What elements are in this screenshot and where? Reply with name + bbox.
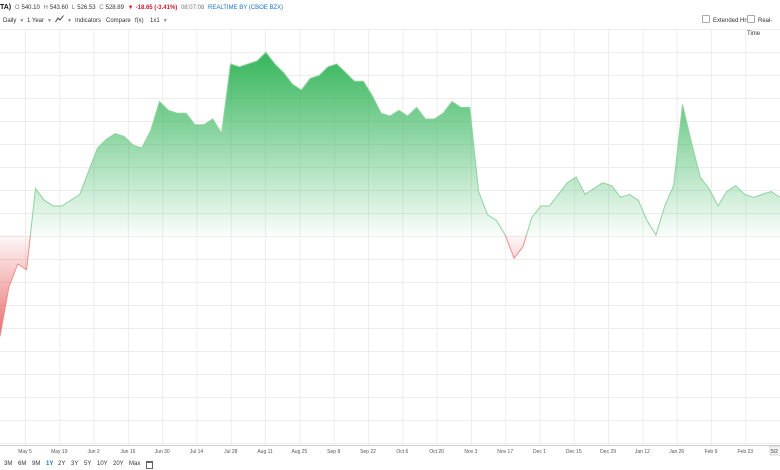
compare-button[interactable]: Compare [106,18,131,24]
down-arrow-icon: ▼ [127,5,134,11]
close-label: C [99,5,104,11]
x-tick-label: Jan 26 [669,449,684,455]
x-tick-label: Jul 14 [190,449,204,455]
real-time-toggle[interactable]: Real-Time [747,15,780,41]
real-time-label: Real-Time [747,18,773,37]
calendar-icon[interactable] [146,461,153,469]
range-9m[interactable]: 9M [32,461,41,467]
x-tick-label: Oct 6 [396,449,408,455]
price-chart[interactable]: May 5 May 19 Jun 2 Jun 16 Jun 30 Jul 14 Jul 28… [0,29,780,458]
line-chart-icon [55,15,64,23]
x-tick-label: Feb 23 [738,449,754,455]
open-value: 540.10 [21,5,40,11]
range-max[interactable]: Max [129,461,141,467]
last-date-box [769,445,780,456]
real-time-checkbox[interactable] [747,15,755,23]
open-label: O [14,5,20,11]
x-axis-labels: May 5 May 19 Jun 2 Jun 16 Jun 30 Jul 14 Jul 28… [18,449,753,455]
x-tick-label: Dec 1 [533,449,546,455]
chart-style-dropdown[interactable]: ▼ [55,15,72,28]
chevron-down-icon: ▼ [19,18,25,24]
last-date-label: 5/2 [771,449,778,455]
chevron-down-icon: ▼ [67,18,72,24]
x-tick-label: Jan 12 [635,449,650,455]
range-1y[interactable]: 1Y [46,461,54,467]
extended-hours-checkbox[interactable] [702,15,710,23]
range-2y[interactable]: 2Y [58,461,66,467]
change-value: -18.65 (-3.41%) [135,5,178,11]
x-tick-label: Feb 9 [705,449,718,455]
period-label: 1 Year [27,18,45,24]
range-6m[interactable]: 6M [18,461,27,467]
realtime-source[interactable]: REALTIME BY (CBOE BZX) [208,5,284,11]
x-tick-label: Dec 29 [600,449,616,455]
x-tick-label: Sep 22 [360,449,376,455]
extended-hours-toggle[interactable]: Extended Hrs [702,15,749,28]
extended-hours-label: Extended Hrs [713,18,750,24]
high-label: H [43,5,48,11]
interval-label: Daily [3,18,17,24]
x-tick-label: Jun 30 [155,449,170,455]
range-20y[interactable]: 20Y [113,461,124,467]
quote-time: 08:07:08 [180,5,205,11]
x-tick-label: Jun 2 [87,449,99,455]
x-tick-label: May 5 [18,449,32,455]
period-dropdown[interactable]: 1 Year ▼ [27,15,52,28]
interval-dropdown[interactable]: Daily ▼ [3,15,24,28]
x-tick-label: Aug 11 [257,449,273,455]
indicators-button[interactable]: Indicators [75,18,102,24]
chart-grid [0,29,780,446]
price-line-up [29,51,780,235]
chart-toolbar: Daily ▼ 1 Year ▼ ▼ Indicators Compare f(x)… [0,15,780,37]
function-button[interactable]: f(x) [135,18,144,24]
x-tick-label: Jul 28 [224,449,238,455]
chevron-down-icon: ▼ [47,18,52,24]
x-tick-label: Nov 3 [464,449,477,455]
chart-lines [0,51,780,337]
range-5y[interactable]: 5Y [84,461,92,467]
range-10y[interactable]: 10Y [97,461,108,467]
symbol: TA) [0,4,12,11]
x-tick-label: Aug 25 [291,449,307,455]
chevron-down-icon: ▼ [162,18,168,24]
area-above-baseline [0,52,780,235]
x-tick-label: Jun 16 [120,449,135,455]
close-value: 528.89 [105,5,124,11]
x-tick-label: May 19 [51,449,68,455]
x-tick-label: Oct 20 [429,449,444,455]
low-value: 526.53 [77,5,96,11]
high-value: 543.60 [49,5,69,11]
low-label: L [71,5,76,11]
chart-areas [0,52,780,337]
range-3m[interactable]: 3M [4,461,13,467]
x-tick-label: Dec 15 [566,449,582,455]
layout-label: 1x1 [150,18,160,24]
last-value-tag: 5/2 [769,445,780,456]
quote-bar: TA) O 540.10 H 543.60 L 526.53 C 528.89 ▼ -18… [0,1,285,15]
x-tick-label: Nov 17 [497,449,513,455]
layout-dropdown[interactable]: 1x1 ▼ [150,15,168,28]
range-3y[interactable]: 3Y [71,461,79,467]
x-tick-label: Sep 8 [327,449,340,455]
